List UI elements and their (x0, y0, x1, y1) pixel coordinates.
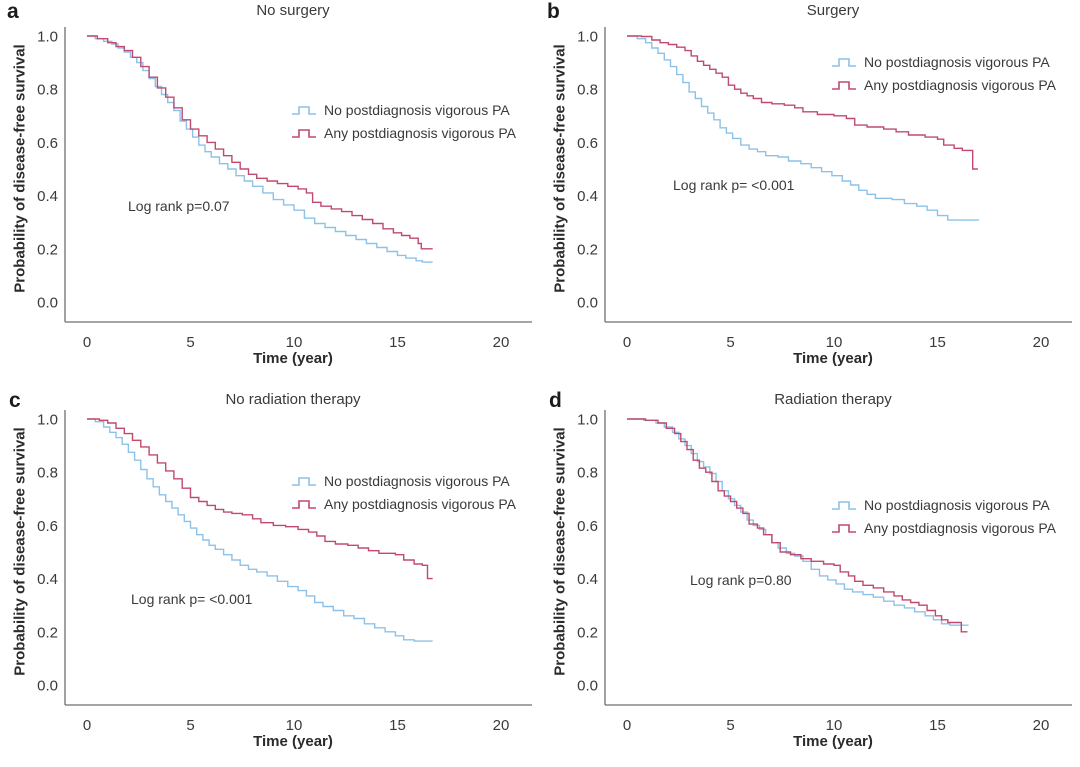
svg-text:0.2: 0.2 (577, 624, 598, 641)
x-axis-label: Time (year) (793, 733, 873, 750)
chart-title-radiation: Radiation therapy (774, 391, 892, 408)
svg-text:20: 20 (493, 334, 510, 351)
legend-item-no-pa: No postdiagnosis vigorous PA (291, 100, 516, 120)
svg-text:10: 10 (826, 717, 843, 734)
svg-text:10: 10 (286, 717, 303, 734)
legend-step-glyph-red-icon (292, 500, 316, 509)
legend-label-no-pa: No postdiagnosis vigorous PA (324, 102, 510, 118)
svg-text:5: 5 (726, 334, 734, 351)
svg-text:15: 15 (929, 717, 946, 734)
log-rank-annotation: Log rank p=0.80 (690, 572, 792, 588)
panel-letter-a: a (7, 0, 19, 23)
legend-item-any-pa: Any postdiagnosis vigorous PA (831, 518, 1056, 538)
legend-step-glyph-red-icon (832, 524, 856, 533)
legend: No postdiagnosis vigorous PA Any postdia… (291, 100, 516, 143)
legend-item-any-pa: Any postdiagnosis vigorous PA (831, 75, 1056, 95)
legend-step-glyph-blue-icon (292, 106, 316, 115)
legend-label-no-pa: No postdiagnosis vigorous PA (864, 54, 1050, 70)
svg-text:0.6: 0.6 (37, 518, 58, 535)
svg-text:0.0: 0.0 (37, 295, 58, 312)
svg-text:15: 15 (389, 717, 406, 734)
x-axis-label: Time (year) (253, 350, 333, 367)
svg-text:0: 0 (83, 717, 91, 734)
panel-letter-c: c (9, 389, 21, 412)
legend-step-glyph-blue-icon (292, 477, 316, 486)
legend: No postdiagnosis vigorous PA Any postdia… (291, 471, 516, 514)
svg-text:0.2: 0.2 (577, 241, 598, 258)
svg-text:0.0: 0.0 (37, 678, 58, 695)
svg-text:15: 15 (389, 334, 406, 351)
svg-text:0.8: 0.8 (37, 465, 58, 482)
legend-label-any-pa: Any postdiagnosis vigorous PA (864, 520, 1056, 536)
svg-text:0.8: 0.8 (577, 465, 598, 482)
legend-step-glyph-blue-icon (832, 501, 856, 510)
panel-no-radiation-therapy: c No radiation therapy Probability of di… (0, 383, 540, 767)
svg-text:0.4: 0.4 (577, 188, 598, 205)
legend: No postdiagnosis vigorous PA Any postdia… (831, 52, 1056, 95)
km-plot-radiation: 0.0 0.2 0.4 0.6 0.8 1.0 0 5 10 15 20 (577, 410, 1072, 734)
svg-text:0.4: 0.4 (37, 188, 58, 205)
chart-title-no-surgery: No surgery (256, 2, 330, 19)
svg-text:1.0: 1.0 (37, 412, 58, 429)
x-axis-label: Time (year) (253, 733, 333, 750)
svg-text:1.0: 1.0 (577, 29, 598, 46)
legend-step-glyph-blue-icon (832, 58, 856, 67)
svg-text:0.4: 0.4 (577, 571, 598, 588)
km-plot-surgery: 0.0 0.2 0.4 0.6 0.8 1.0 0 5 10 15 20 (577, 27, 1072, 351)
svg-text:0.8: 0.8 (577, 82, 598, 99)
legend-label-any-pa: Any postdiagnosis vigorous PA (324, 125, 516, 141)
svg-text:20: 20 (1033, 334, 1050, 351)
legend-item-any-pa: Any postdiagnosis vigorous PA (291, 494, 516, 514)
km-plot-no-surgery: 0.0 0.2 0.4 0.6 0.8 1.0 0 5 10 15 20 (37, 27, 532, 351)
svg-text:0: 0 (83, 334, 91, 351)
legend-label-any-pa: Any postdiagnosis vigorous PA (864, 77, 1056, 93)
svg-text:0.0: 0.0 (577, 678, 598, 695)
chart-title-surgery: Surgery (806, 2, 860, 19)
legend-step-glyph-red-icon (292, 129, 316, 138)
svg-text:1.0: 1.0 (577, 412, 598, 429)
svg-text:0.4: 0.4 (37, 571, 58, 588)
svg-text:0.8: 0.8 (37, 82, 58, 99)
panel-surgery: b Surgery Probability of disease-free su… (540, 0, 1080, 383)
legend: No postdiagnosis vigorous PA Any postdia… (831, 495, 1056, 538)
legend-item-no-pa: No postdiagnosis vigorous PA (831, 52, 1056, 72)
svg-text:0: 0 (623, 334, 631, 351)
panel-radiation-therapy: d Radiation therapy Probability of disea… (540, 383, 1080, 767)
legend-item-no-pa: No postdiagnosis vigorous PA (291, 471, 516, 491)
svg-text:1.0: 1.0 (37, 29, 58, 46)
km-plot-no-radiation: 0.0 0.2 0.4 0.6 0.8 1.0 0 5 10 15 20 (37, 410, 532, 734)
svg-text:0.6: 0.6 (577, 518, 598, 535)
svg-text:0.0: 0.0 (577, 295, 598, 312)
svg-text:5: 5 (186, 717, 194, 734)
legend-label-any-pa: Any postdiagnosis vigorous PA (324, 496, 516, 512)
svg-text:10: 10 (286, 334, 303, 351)
legend-step-glyph-red-icon (832, 81, 856, 90)
svg-text:15: 15 (929, 334, 946, 351)
svg-text:5: 5 (726, 717, 734, 734)
svg-text:20: 20 (493, 717, 510, 734)
legend-label-no-pa: No postdiagnosis vigorous PA (324, 473, 510, 489)
svg-text:0.2: 0.2 (37, 624, 58, 641)
svg-text:0.6: 0.6 (577, 135, 598, 152)
chart-title-no-radiation: No radiation therapy (225, 391, 361, 408)
panel-no-surgery: a No surgery Probability of disease-free… (0, 0, 540, 383)
panel-letter-d: d (549, 389, 562, 412)
log-rank-annotation: Log rank p= <0.001 (673, 177, 795, 193)
svg-text:0.2: 0.2 (37, 241, 58, 258)
legend-item-no-pa: No postdiagnosis vigorous PA (831, 495, 1056, 515)
log-rank-annotation: Log rank p=0.07 (128, 198, 230, 214)
svg-text:20: 20 (1033, 717, 1050, 734)
panel-letter-b: b (547, 0, 560, 23)
svg-text:0: 0 (623, 717, 631, 734)
legend-label-no-pa: No postdiagnosis vigorous PA (864, 497, 1050, 513)
svg-text:10: 10 (826, 334, 843, 351)
x-axis-label: Time (year) (793, 350, 873, 367)
svg-text:0.6: 0.6 (37, 135, 58, 152)
log-rank-annotation: Log rank p= <0.001 (131, 591, 253, 607)
legend-item-any-pa: Any postdiagnosis vigorous PA (291, 123, 516, 143)
svg-text:5: 5 (186, 334, 194, 351)
